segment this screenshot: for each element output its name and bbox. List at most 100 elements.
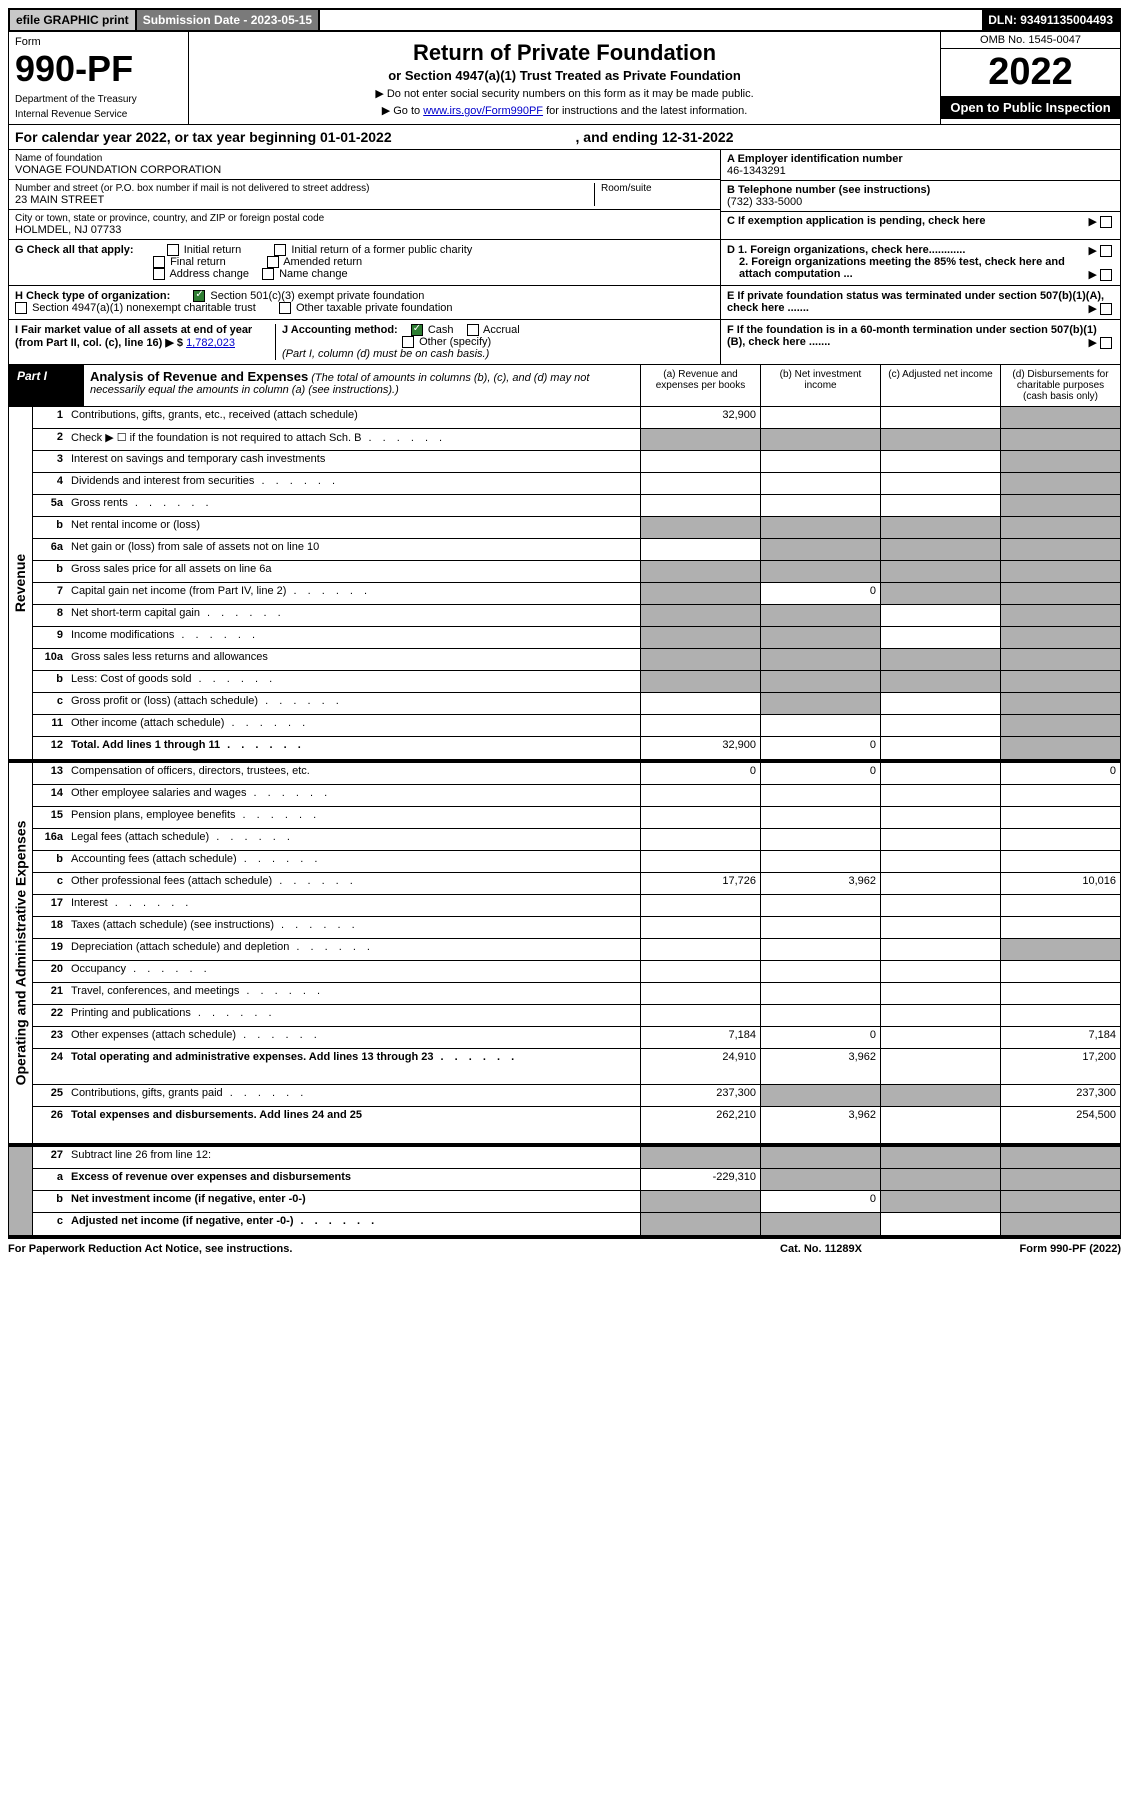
footer-right: Form 990-PF (2022) <box>921 1243 1121 1255</box>
form-line-11: 11Other income (attach schedule) . . . .… <box>33 715 1120 737</box>
value-cell-a <box>640 895 760 916</box>
j-note: (Part I, column (d) must be on cash basi… <box>282 348 489 360</box>
line-description: Contributions, gifts, grants paid . . . … <box>67 1085 640 1106</box>
g-name-checkbox[interactable] <box>262 268 274 280</box>
value-cell-d <box>1000 961 1120 982</box>
footer-left: For Paperwork Reduction Act Notice, see … <box>8 1243 721 1255</box>
value-cell-d <box>1000 517 1120 538</box>
value-cell-c <box>880 561 1000 582</box>
line-description: Less: Cost of goods sold . . . . . . <box>67 671 640 692</box>
value-cell-b <box>760 939 880 960</box>
line-number: c <box>33 693 67 714</box>
line-description: Gross sales less returns and allowances <box>67 649 640 670</box>
value-cell-d <box>1000 737 1120 759</box>
line-description: Accounting fees (attach schedule) . . . … <box>67 851 640 872</box>
c-checkbox[interactable] <box>1100 216 1112 228</box>
irs-link[interactable]: www.irs.gov/Form990PF <box>423 105 543 117</box>
line-number: b <box>33 671 67 692</box>
g-former-checkbox[interactable] <box>274 244 286 256</box>
instr-2: ▶ Go to www.irs.gov/Form990PF for instru… <box>195 104 934 117</box>
line-description: Total. Add lines 1 through 11 . . . . . … <box>67 737 640 759</box>
value-cell-a: 0 <box>640 763 760 784</box>
value-cell-d: 237,300 <box>1000 1085 1120 1106</box>
value-cell-b: 3,962 <box>760 1107 880 1143</box>
value-cell-c <box>880 939 1000 960</box>
value-cell-b: 0 <box>760 737 880 759</box>
efile-print-button[interactable]: efile GRAPHIC print <box>10 10 137 30</box>
value-cell-d <box>1000 583 1120 604</box>
value-cell-d: 10,016 <box>1000 873 1120 894</box>
submission-date: Submission Date - 2023-05-15 <box>137 10 320 30</box>
form-line-27: 27Subtract line 26 from line 12: <box>33 1147 1120 1169</box>
g-amended-checkbox[interactable] <box>267 256 279 268</box>
j-accrual-checkbox[interactable] <box>467 324 479 336</box>
h-4947-checkbox[interactable] <box>15 302 27 314</box>
dln-label: DLN: 93491135004493 <box>982 10 1119 30</box>
e-checkbox[interactable] <box>1100 303 1112 315</box>
form-line-21: 21Travel, conferences, and meetings . . … <box>33 983 1120 1005</box>
value-cell-c <box>880 693 1000 714</box>
open-public-badge: Open to Public Inspection <box>941 96 1120 119</box>
f-checkbox[interactable] <box>1100 337 1112 349</box>
expenses-side-label: Operating and Administrative Expenses <box>9 763 33 1143</box>
value-cell-b <box>760 715 880 736</box>
revenue-side-label: Revenue <box>9 407 33 759</box>
j-other-checkbox[interactable] <box>402 336 414 348</box>
form-line-b: bGross sales price for all assets on lin… <box>33 561 1120 583</box>
form-line-7: 7Capital gain net income (from Part IV, … <box>33 583 1120 605</box>
line-description: Other expenses (attach schedule) . . . .… <box>67 1027 640 1048</box>
value-cell-d <box>1000 807 1120 828</box>
value-cell-a <box>640 649 760 670</box>
line-number: 1 <box>33 407 67 428</box>
value-cell-a: 7,184 <box>640 1027 760 1048</box>
value-cell-a <box>640 829 760 850</box>
d1-checkbox[interactable] <box>1100 245 1112 257</box>
h-label: H Check type of organization: <box>15 290 170 302</box>
value-cell-c <box>880 895 1000 916</box>
form-line-16a: 16aLegal fees (attach schedule) . . . . … <box>33 829 1120 851</box>
value-cell-c <box>880 1169 1000 1190</box>
line-description: Dividends and interest from securities .… <box>67 473 640 494</box>
i-value-link[interactable]: 1,782,023 <box>186 337 235 349</box>
form-line-20: 20Occupancy . . . . . . <box>33 961 1120 983</box>
value-cell-d <box>1000 917 1120 938</box>
value-cell-c <box>880 737 1000 759</box>
value-cell-c <box>880 583 1000 604</box>
line-description: Other professional fees (attach schedule… <box>67 873 640 894</box>
form-line-c: cGross profit or (loss) (attach schedule… <box>33 693 1120 715</box>
value-cell-b <box>760 829 880 850</box>
g-address-checkbox[interactable] <box>153 268 165 280</box>
g-final-checkbox[interactable] <box>153 256 165 268</box>
form-line-19: 19Depreciation (attach schedule) and dep… <box>33 939 1120 961</box>
g-label: G Check all that apply: <box>15 244 134 256</box>
value-cell-a <box>640 1147 760 1168</box>
street-address: 23 MAIN STREET <box>15 194 594 206</box>
j-cash-checkbox[interactable] <box>411 324 423 336</box>
line-number: 10a <box>33 649 67 670</box>
value-cell-a <box>640 851 760 872</box>
form-line-c: cOther professional fees (attach schedul… <box>33 873 1120 895</box>
value-cell-c <box>880 407 1000 428</box>
value-cell-b <box>760 473 880 494</box>
col-b-header: (b) Net investment income <box>760 365 880 406</box>
value-cell-c <box>880 873 1000 894</box>
d2-checkbox[interactable] <box>1100 269 1112 281</box>
value-cell-d: 17,200 <box>1000 1049 1120 1084</box>
h-other-checkbox[interactable] <box>279 302 291 314</box>
expenses-section: Operating and Administrative Expenses 13… <box>8 760 1121 1144</box>
value-cell-b: 3,962 <box>760 873 880 894</box>
g-initial-checkbox[interactable] <box>167 244 179 256</box>
h-501c3-checkbox[interactable] <box>193 290 205 302</box>
form-line-3: 3Interest on savings and temporary cash … <box>33 451 1120 473</box>
form-line-18: 18Taxes (attach schedule) (see instructi… <box>33 917 1120 939</box>
omb-number: OMB No. 1545-0047 <box>941 32 1120 49</box>
dept-treasury: Department of the Treasury <box>15 94 182 105</box>
irs-label: Internal Revenue Service <box>15 109 182 120</box>
value-cell-a <box>640 693 760 714</box>
value-cell-a <box>640 561 760 582</box>
line-number: b <box>33 851 67 872</box>
value-cell-b <box>760 807 880 828</box>
check-row-gd: G Check all that apply: Initial return I… <box>8 240 1121 286</box>
value-cell-a <box>640 539 760 560</box>
value-cell-d <box>1000 851 1120 872</box>
